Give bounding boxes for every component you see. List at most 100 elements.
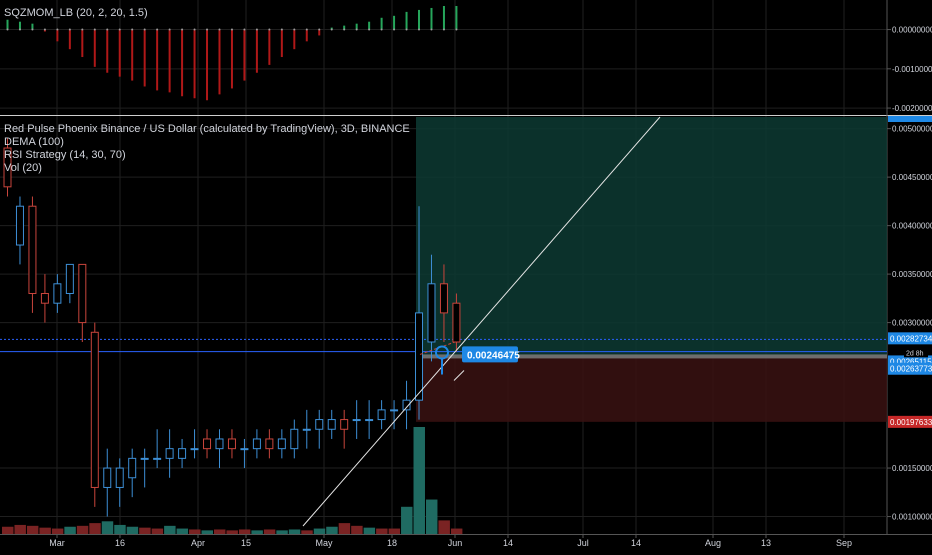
candle-body[interactable] — [15, 205, 24, 246]
candle-body[interactable] — [315, 419, 324, 430]
volume-bar[interactable] — [351, 525, 363, 534]
candle-body[interactable] — [203, 438, 212, 450]
candle-body[interactable] — [190, 448, 199, 451]
volume-bar[interactable] — [2, 526, 14, 534]
volume-bar[interactable] — [251, 530, 263, 534]
volume-bar[interactable] — [189, 529, 201, 534]
volume-bar[interactable] — [64, 526, 76, 534]
volume-bar[interactable] — [276, 530, 288, 534]
squeeze-dot — [430, 28, 433, 31]
candle-body[interactable] — [78, 263, 87, 324]
candle-body[interactable] — [153, 457, 162, 460]
candle-body[interactable] — [40, 292, 49, 304]
candle-body[interactable] — [390, 409, 399, 412]
candle-body[interactable] — [302, 428, 311, 431]
volume-bar[interactable] — [301, 530, 313, 534]
volume-bar[interactable] — [164, 525, 176, 534]
entry-line[interactable] — [416, 354, 887, 359]
candle-body[interactable] — [3, 147, 12, 188]
candle-body[interactable] — [240, 448, 249, 451]
candle-body[interactable] — [178, 448, 187, 459]
entry-marker-icon[interactable] — [435, 345, 449, 375]
volume-bar[interactable] — [363, 527, 376, 534]
volume-bar[interactable] — [213, 529, 226, 534]
candle-body[interactable] — [439, 283, 448, 314]
squeeze-dot — [280, 28, 283, 31]
candle-body[interactable] — [290, 428, 299, 450]
candle-body[interactable] — [165, 448, 174, 459]
candle-body[interactable] — [352, 419, 361, 422]
squeeze-dot — [368, 28, 371, 31]
volume-bar[interactable] — [438, 520, 450, 534]
volume-bar[interactable] — [338, 523, 351, 534]
entry-price-box[interactable] — [462, 346, 518, 363]
time-tick-label: 15 — [241, 538, 251, 548]
volume-bar[interactable] — [238, 529, 251, 534]
projection-line — [419, 341, 456, 355]
volume-bar[interactable] — [376, 528, 388, 534]
volume-bar[interactable] — [89, 523, 101, 534]
candle-body[interactable] — [53, 283, 62, 304]
rsi-legend[interactable]: RSI Strategy (14, 30, 70) — [4, 149, 126, 161]
volume-bar[interactable] — [425, 499, 438, 534]
volume-bar[interactable] — [288, 529, 301, 534]
candle-body[interactable] — [265, 438, 274, 450]
candle-body[interactable] — [115, 467, 124, 488]
candle-body[interactable] — [90, 331, 99, 488]
volume-bar[interactable] — [313, 528, 326, 534]
candle-body[interactable] — [277, 438, 286, 450]
volume-bar[interactable] — [201, 530, 213, 534]
squeeze-dot — [81, 28, 84, 31]
price-tick-label: 0.00350000 — [892, 270, 932, 279]
candle-body[interactable] — [377, 409, 386, 421]
candle-body[interactable] — [340, 419, 349, 430]
indicator-legend[interactable]: SQZMOM_LB (20, 2, 20, 1.5) — [4, 7, 148, 19]
candle-body[interactable] — [140, 457, 149, 460]
candle-body[interactable] — [252, 438, 261, 450]
dema-legend[interactable]: DEMA (100) — [4, 136, 64, 148]
volume-bar[interactable] — [14, 524, 26, 534]
vol-legend[interactable]: Vol (20) — [4, 162, 42, 174]
loss-zone[interactable] — [416, 356, 887, 422]
candle-body[interactable] — [427, 283, 436, 343]
volume-bar[interactable] — [139, 527, 151, 534]
candle-body[interactable] — [103, 467, 112, 488]
candle-body[interactable] — [215, 438, 224, 450]
volume-bar[interactable] — [388, 528, 401, 534]
volume-bar[interactable] — [326, 526, 338, 534]
volume-bar[interactable] — [39, 527, 51, 534]
volume-bar[interactable] — [450, 528, 463, 534]
volume-bar[interactable] — [263, 529, 276, 534]
candle-body[interactable] — [452, 302, 461, 343]
volume-bar[interactable] — [401, 506, 413, 534]
volume-bar[interactable] — [114, 524, 126, 534]
volume-bar[interactable] — [26, 525, 39, 534]
countdown-label: 2d 8h — [906, 350, 924, 357]
volume-bar[interactable] — [176, 528, 189, 534]
candle-body[interactable] — [28, 205, 37, 294]
squeeze-dot — [181, 28, 184, 31]
volume-bar[interactable] — [413, 427, 425, 534]
symbol-legend[interactable]: Red Pulse Phoenix Binance / US Dollar (c… — [4, 123, 410, 135]
squeeze-dot — [18, 28, 21, 31]
candle-body[interactable] — [227, 438, 236, 450]
profit-zone[interactable] — [416, 117, 887, 357]
candle-body[interactable] — [327, 419, 336, 430]
volume-bar[interactable] — [151, 528, 164, 534]
volume-bar[interactable] — [126, 526, 139, 534]
volume-bar[interactable] — [51, 528, 64, 534]
volume-bar[interactable] — [76, 525, 89, 534]
time-tick-label: 13 — [761, 538, 771, 548]
squeeze-dot — [93, 28, 96, 31]
candle-body[interactable] — [365, 419, 374, 422]
candle-body[interactable] — [415, 312, 424, 401]
volume-bar[interactable] — [101, 521, 114, 534]
squeeze-dot — [156, 28, 159, 31]
candle-body[interactable] — [65, 263, 74, 294]
volume-bar[interactable] — [226, 530, 238, 534]
candle-body[interactable] — [402, 399, 411, 411]
candle-body[interactable] — [128, 457, 137, 479]
trend-line[interactable] — [302, 116, 661, 527]
